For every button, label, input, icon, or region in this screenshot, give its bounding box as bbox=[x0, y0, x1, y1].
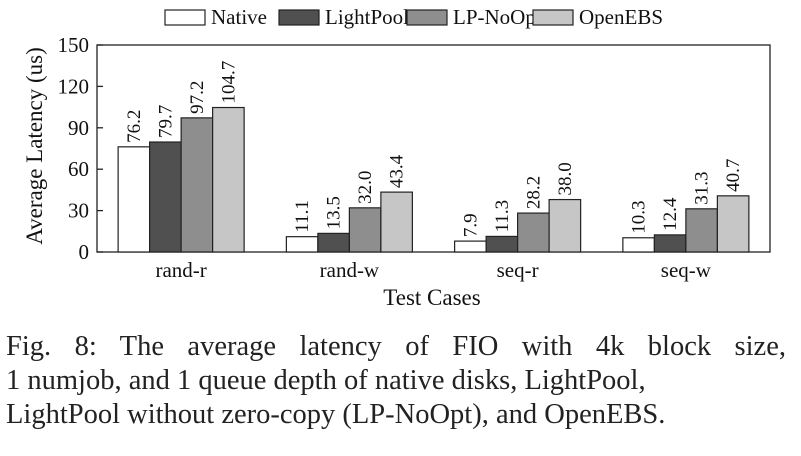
bar-native-seq-r bbox=[454, 240, 487, 253]
plot-frame bbox=[96, 44, 771, 253]
bar-value-label: 28.2 bbox=[523, 176, 544, 209]
chart-axes: 0 30 60 90 120 150 rand-r rand-w seq-r seq-w bbox=[58, 33, 771, 282]
x-tick-label: seq-r bbox=[497, 258, 539, 282]
y-tick-label: 30 bbox=[68, 199, 89, 223]
bar-value-label: 40.7 bbox=[723, 159, 744, 192]
bar-value-label: 11.1 bbox=[292, 200, 313, 233]
bar-value-label: 10.3 bbox=[629, 201, 650, 234]
y-tick-label: 150 bbox=[58, 33, 90, 57]
bar-openebs-rand-r bbox=[212, 106, 245, 253]
legend-swatch bbox=[278, 9, 320, 26]
bar-value-label: 7.9 bbox=[460, 213, 481, 237]
bar-value-label: 12.4 bbox=[660, 197, 681, 231]
y-tick-label: 90 bbox=[68, 116, 89, 140]
bar-value-label: 97.2 bbox=[187, 81, 208, 114]
legend-swatch bbox=[532, 9, 574, 26]
legend-label: OpenEBS bbox=[579, 5, 663, 29]
legend-label: LightPool bbox=[325, 5, 409, 29]
bar-openebs-rand-w bbox=[380, 191, 413, 253]
bar-native-rand-w bbox=[285, 236, 319, 253]
bar-value-label: 11.3 bbox=[492, 200, 513, 233]
x-axis-label: Test Cases bbox=[383, 285, 480, 310]
bar-lightpool-rand-w bbox=[317, 232, 350, 253]
bar-value-label: 38.0 bbox=[555, 162, 576, 195]
bar-lightpool-seq-w bbox=[653, 234, 687, 253]
y-axis-label: Average Latency (us) bbox=[22, 47, 47, 245]
bar-lp-noopt-seq-r bbox=[517, 212, 550, 253]
x-tick-label: rand-w bbox=[320, 258, 380, 282]
bar-lightpool-rand-r bbox=[149, 141, 182, 253]
caption-line-3: LightPool without zero-copy (LP-NoOpt), … bbox=[6, 399, 666, 430]
bar-openebs-seq-w bbox=[716, 195, 750, 253]
latency-bar-chart: Native LightPool LP-NoOpt OpenEBS 0 30 60 90 12… bbox=[22, 5, 771, 310]
y-tick-label: 120 bbox=[58, 74, 90, 98]
bar-lp-noopt-rand-r bbox=[180, 117, 214, 253]
bar-value-label: 79.7 bbox=[155, 105, 176, 138]
bar-native-seq-w bbox=[622, 237, 655, 253]
caption-line-2: 1 numjob, and 1 queue depth of native di… bbox=[6, 365, 646, 396]
bar-value-label: 43.4 bbox=[387, 154, 408, 188]
y-tick-label: 60 bbox=[68, 157, 89, 181]
figure-caption: Fig. 8: The average latency of FIO with … bbox=[6, 330, 786, 432]
bar-lightpool-seq-r bbox=[485, 235, 519, 253]
caption-line-1: Fig. 8: The average latency of FIO with … bbox=[6, 331, 786, 362]
bar-lp-noopt-rand-w bbox=[348, 207, 382, 253]
legend-label: LP-NoOpt bbox=[453, 5, 542, 29]
x-tick-label: seq-w bbox=[661, 258, 712, 282]
bar-value-label: 13.5 bbox=[324, 196, 345, 229]
bar-value-label: 32.0 bbox=[355, 171, 376, 204]
chart-bars: 76.2 79.7 97.2 104.7 11.1 13.5 32.0 43.4 7.9 11.3… bbox=[117, 61, 750, 253]
bar-value-label: 104.7 bbox=[218, 61, 239, 104]
legend-swatch bbox=[164, 9, 206, 26]
bar-openebs-seq-r bbox=[548, 198, 582, 253]
bar-value-label: 76.2 bbox=[124, 110, 145, 143]
bar-value-label: 31.3 bbox=[692, 172, 713, 205]
legend-label: Native bbox=[211, 5, 267, 29]
legend-swatch bbox=[406, 9, 448, 26]
y-tick-label: 0 bbox=[79, 240, 90, 264]
bar-native-rand-r bbox=[117, 146, 151, 253]
bar-lp-noopt-seq-w bbox=[685, 208, 718, 253]
x-tick-label: rand-r bbox=[155, 258, 206, 282]
chart-legend: Native LightPool LP-NoOpt OpenEBS bbox=[164, 5, 663, 29]
